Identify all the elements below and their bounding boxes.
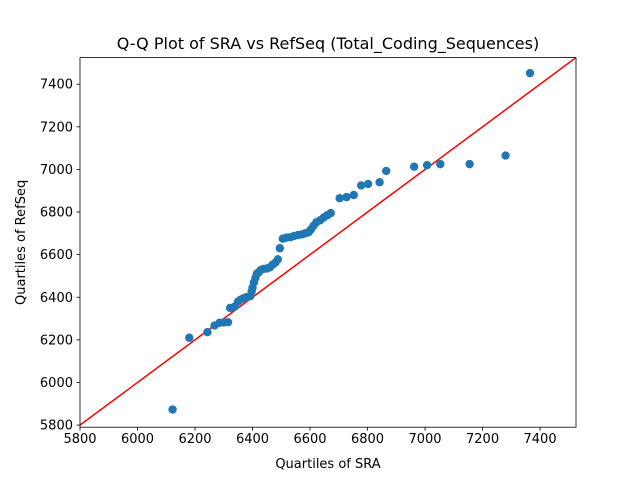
plot-frame: [79, 57, 577, 428]
data-point: [501, 151, 510, 160]
x-tick-label: 6200: [178, 432, 211, 447]
x-tick-label: 7200: [466, 432, 499, 447]
y-axis-ticks: 5800 6000 6200 6400 6600 6800 7000 7200 7400: [40, 78, 80, 434]
data-point: [223, 317, 233, 327]
data-point: [349, 190, 358, 200]
data-point: [335, 193, 344, 203]
data-point: [375, 178, 384, 187]
data-point: [436, 159, 445, 169]
x-tick-label: 6400: [236, 432, 269, 447]
data-point: [357, 181, 366, 190]
y-tick-label: 5800: [40, 419, 73, 434]
data-point: [168, 405, 177, 414]
y-tick-label: 6400: [40, 291, 73, 306]
x-axis-ticks: 5800 6000 6200 6400 6600 6800 7000 7200 7400: [63, 427, 557, 447]
points-layer: [168, 68, 535, 414]
x-tick-label: 6600: [293, 432, 326, 447]
data-point: [273, 255, 283, 264]
reference-line: [80, 57, 576, 427]
data-point: [363, 179, 373, 189]
x-tick-label: 7400: [524, 432, 557, 447]
x-tick-label: 5800: [63, 432, 96, 447]
x-tick-label: 7000: [408, 432, 441, 447]
data-point: [203, 327, 212, 337]
data-point: [422, 160, 432, 170]
y-tick-label: 7200: [40, 120, 73, 135]
y-tick-label: 6600: [40, 248, 73, 263]
data-point: [275, 244, 285, 253]
reference-line-layer: [80, 57, 576, 427]
y-tick-label: 7400: [40, 78, 73, 93]
data-point: [342, 192, 351, 202]
x-tick-label: 6800: [351, 432, 384, 447]
x-axis-label: Quartiles of SRA: [275, 457, 380, 472]
x-tick-label: 6000: [121, 432, 154, 447]
y-tick-label: 6200: [40, 333, 73, 348]
data-point: [465, 159, 474, 169]
y-tick-label: 7000: [40, 163, 73, 178]
chart-title: Q-Q Plot of SRA vs RefSeq (Total_Coding_…: [117, 34, 539, 54]
data-point: [409, 162, 419, 171]
y-axis-label: Quartiles of RefSeq: [14, 180, 29, 305]
data-point: [382, 166, 391, 176]
data-point: [326, 208, 335, 218]
data-point: [525, 68, 535, 78]
y-tick-label: 6800: [40, 206, 73, 221]
y-tick-label: 6000: [40, 376, 73, 391]
data-point: [185, 333, 194, 342]
